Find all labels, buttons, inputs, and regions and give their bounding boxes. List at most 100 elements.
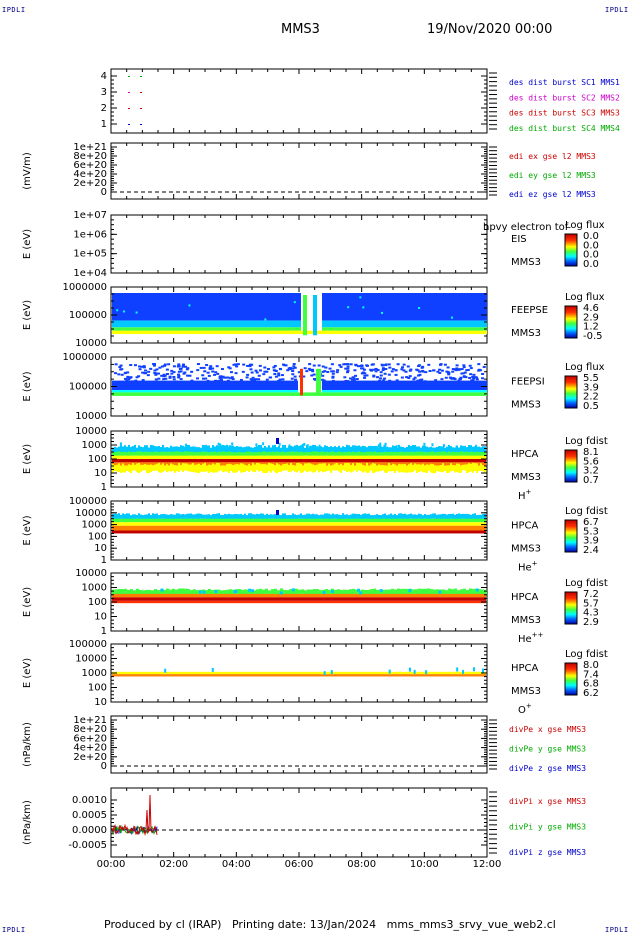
- spectrogram-cell: [306, 463, 308, 472]
- spectrogram-cell: [244, 589, 247, 596]
- spectrogram-cell: [114, 446, 116, 454]
- spectrogram-spike: [303, 295, 307, 336]
- spectrogram-cell: [346, 593, 348, 598]
- spectrogram-cell: [374, 600, 376, 604]
- spectrogram-cell: [475, 330, 478, 335]
- spectrogram-cell: [390, 455, 392, 459]
- spectrogram-cell: [370, 330, 373, 335]
- spectrogram-cell: [406, 525, 408, 531]
- spectrogram-cell: [134, 514, 136, 521]
- spectrogram-cell: [318, 515, 320, 520]
- spectrogram-cell: [404, 518, 406, 523]
- spectrogram-cell: [444, 525, 446, 531]
- spectrogram-cell: [194, 522, 196, 526]
- spectrogram-cell: [190, 392, 193, 396]
- spectrogram-cell: [374, 525, 376, 531]
- spectrogram-speck: [245, 376, 249, 379]
- spectrogram-cell: [218, 451, 220, 457]
- spectrogram-cell: [438, 600, 440, 604]
- instrument-label: HPCA: [511, 592, 539, 603]
- spectrogram-cell: [454, 514, 456, 520]
- spectrogram-cell: [394, 589, 397, 596]
- spectrogram-cell: [302, 514, 304, 519]
- spectrogram-cell: [152, 445, 154, 453]
- spectrogram-speck: [186, 445, 189, 449]
- spectrogram-cell: [208, 525, 210, 531]
- spectrogram-cell: [241, 380, 244, 391]
- spectrogram-cell: [224, 462, 226, 466]
- spectrogram-speck: [208, 366, 212, 369]
- spectrogram-cell: [246, 455, 248, 459]
- spectrogram-cell: [460, 522, 462, 526]
- spectrogram-cell: [182, 451, 184, 457]
- spectrogram-cell: [116, 597, 118, 601]
- spectrogram-cell: [416, 518, 418, 523]
- spectrogram-cell: [388, 522, 390, 526]
- spectrogram-cell: [426, 518, 428, 523]
- spectrogram-cell: [427, 380, 430, 391]
- spectrogram-cell: [166, 518, 168, 523]
- spectrogram-cell: [373, 380, 376, 391]
- spectrogram-cell: [344, 525, 346, 531]
- spectrogram-cell: [172, 600, 174, 604]
- spectrogram-cell: [148, 589, 151, 595]
- spectrogram-cell: [130, 459, 132, 463]
- spectrogram-cell: [242, 459, 244, 463]
- spectrogram-cell: [200, 462, 202, 466]
- spectrogram-cell: [130, 530, 132, 534]
- spectrogram-cell: [463, 327, 466, 331]
- spectrogram-cell: [178, 525, 180, 531]
- spectrogram-cell: [200, 451, 202, 457]
- spectrogram-speck: [127, 378, 131, 381]
- spectrogram-cell: [202, 327, 205, 331]
- spectrogram-cell: [396, 522, 398, 526]
- spectrogram-cell: [380, 597, 382, 601]
- spectrogram-cell: [404, 593, 406, 598]
- y-axis-label: E (eV): [22, 515, 33, 545]
- spectrogram-cell: [308, 597, 310, 601]
- spectrogram-cell: [408, 452, 410, 457]
- y-axis-label: E (eV): [22, 587, 33, 617]
- spectrogram-cell: [295, 330, 298, 335]
- spectrogram-cell: [348, 515, 350, 520]
- spectrogram-cell: [116, 447, 118, 455]
- spectrogram-cell: [454, 588, 457, 596]
- spectrogram-cell: [474, 600, 476, 604]
- spectrogram-speck: [205, 364, 209, 367]
- spectrogram-cell: [286, 320, 289, 328]
- spectrogram-speck: [344, 367, 348, 370]
- spectrogram-cell: [178, 522, 180, 526]
- spectrogram-speck: [135, 311, 138, 314]
- spectrogram-cell: [254, 600, 256, 604]
- spectrogram-cell: [438, 597, 440, 601]
- spectrogram-cell: [292, 589, 295, 595]
- spectrogram-cell: [174, 446, 176, 454]
- spectrogram-cell: [442, 293, 445, 321]
- spectrogram-cell: [346, 444, 348, 453]
- spectrogram-cell: [466, 320, 469, 328]
- spectrogram-cell: [232, 525, 234, 531]
- spectrogram-cell: [469, 390, 472, 393]
- spectrogram-speck: [363, 374, 367, 377]
- spectrogram-cell: [312, 459, 314, 463]
- spectrogram-cell: [418, 522, 420, 526]
- spectrogram-cell: [402, 513, 404, 521]
- spectrogram-cell: [364, 589, 367, 595]
- spectrogram-cell: [424, 392, 427, 396]
- spectrogram-cell: [338, 525, 340, 531]
- spectrogram-cell: [436, 380, 439, 391]
- spectrogram-cell: [420, 597, 422, 601]
- spectrogram-cell: [178, 593, 180, 598]
- spectrogram-cell: [286, 463, 288, 471]
- spectrogram-cell: [451, 392, 454, 396]
- spectrogram-cell: [295, 588, 298, 596]
- spectrogram-cell: [352, 320, 355, 328]
- spectrogram-cell: [430, 327, 433, 331]
- spectrogram-speck: [336, 369, 340, 372]
- spectrogram-cell: [200, 597, 202, 601]
- spectrogram-cell: [127, 327, 130, 331]
- spectrogram-cell: [262, 530, 264, 534]
- spectrogram-cell: [328, 593, 330, 598]
- spectrogram-cell: [278, 455, 280, 459]
- spectrogram-cell: [160, 530, 162, 534]
